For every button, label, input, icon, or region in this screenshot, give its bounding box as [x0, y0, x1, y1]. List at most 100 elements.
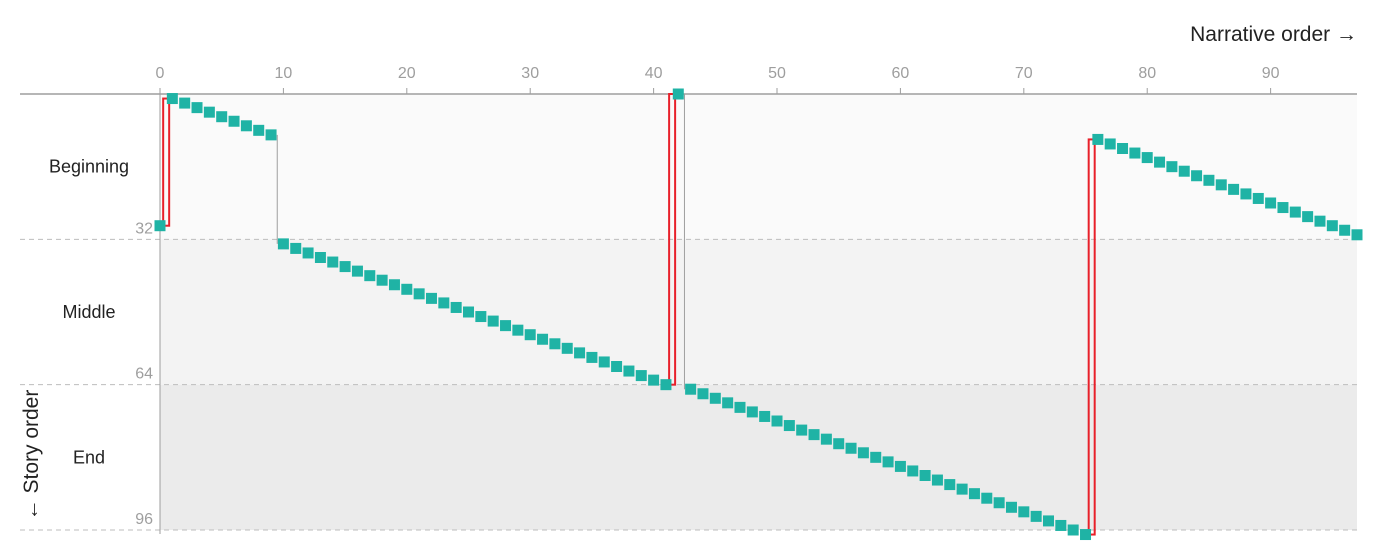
data-point — [771, 415, 783, 427]
data-point — [524, 329, 536, 341]
data-point — [672, 88, 684, 100]
data-point — [154, 220, 166, 232]
data-point — [500, 320, 512, 332]
band-middle — [160, 239, 1357, 385]
data-point — [759, 410, 771, 422]
data-point — [993, 497, 1005, 509]
data-point — [894, 460, 906, 472]
data-point — [1030, 510, 1042, 522]
data-point — [845, 442, 857, 454]
data-point — [1203, 174, 1215, 186]
x-tick-label-30: 30 — [521, 65, 539, 82]
data-point — [240, 120, 252, 132]
data-point — [586, 351, 598, 363]
data-point — [574, 347, 586, 359]
data-point — [944, 479, 956, 491]
band-beginning — [160, 94, 1357, 240]
data-point — [635, 370, 647, 382]
data-point — [1228, 183, 1240, 195]
data-point — [1326, 220, 1338, 232]
data-point — [808, 429, 820, 441]
data-point — [1018, 506, 1030, 518]
x-tick-label-90: 90 — [1262, 65, 1280, 82]
data-point — [1104, 138, 1116, 150]
data-point — [1005, 501, 1017, 513]
data-point — [1289, 206, 1301, 218]
data-point — [179, 97, 191, 109]
band-end — [160, 384, 1357, 530]
data-point — [512, 324, 524, 336]
data-point — [438, 297, 450, 309]
data-point — [1351, 229, 1363, 241]
data-point — [746, 406, 758, 418]
data-point — [1117, 143, 1129, 154]
data-point — [216, 111, 228, 123]
data-point — [734, 401, 746, 413]
data-point — [537, 333, 549, 345]
data-point — [1055, 519, 1067, 531]
data-point — [1191, 170, 1203, 182]
x-tick-label-70: 70 — [1015, 65, 1033, 82]
data-point — [1277, 202, 1289, 214]
y-tick-label-32: 32 — [135, 220, 153, 237]
jump-layer — [162, 93, 1096, 536]
data-point — [314, 252, 326, 263]
y-tick-label-96: 96 — [135, 511, 153, 528]
data-point — [820, 433, 832, 445]
x-tick-label-10: 10 — [275, 65, 293, 82]
data-point — [561, 342, 573, 354]
data-point — [166, 93, 178, 105]
data-point — [388, 279, 400, 291]
x-tick-label-60: 60 — [892, 65, 910, 82]
data-point — [475, 311, 487, 323]
data-point — [228, 115, 240, 127]
data-point — [327, 256, 339, 268]
data-point — [463, 306, 475, 318]
data-point — [796, 424, 808, 436]
data-point — [364, 270, 376, 282]
data-point — [981, 492, 993, 504]
data-point — [1166, 161, 1178, 173]
data-point — [857, 447, 869, 459]
data-point — [549, 338, 561, 350]
data-point — [1154, 156, 1166, 168]
data-point — [265, 129, 277, 141]
band-label-end: End — [73, 447, 105, 467]
data-point — [1265, 197, 1277, 209]
data-point — [203, 106, 215, 118]
data-point — [685, 383, 697, 395]
data-point — [1215, 179, 1227, 191]
data-point — [1339, 224, 1351, 236]
x-tick-label-50: 50 — [768, 65, 786, 82]
x-axis-title: Narrative order → — [1190, 23, 1357, 46]
data-point — [1178, 165, 1190, 177]
data-point — [1302, 211, 1314, 223]
data-point — [1129, 147, 1141, 159]
data-point — [968, 488, 980, 500]
x-tick-label-0: 0 — [156, 65, 165, 82]
data-point — [722, 397, 734, 409]
data-point — [401, 283, 413, 295]
data-point — [598, 356, 610, 368]
connector-layer — [276, 94, 685, 390]
data-point — [882, 456, 894, 468]
band-label-middle: Middle — [62, 302, 115, 322]
data-point — [376, 274, 388, 286]
axis-layer: 0 10 20 30 40 50 60 70 80 90 32 64 96 — [20, 65, 1357, 534]
data-point — [907, 465, 919, 477]
data-point — [1240, 188, 1252, 200]
points-layer — [154, 88, 1363, 541]
jump-marker — [1087, 138, 1096, 536]
data-point — [709, 392, 721, 404]
data-point — [191, 102, 203, 114]
data-point — [623, 365, 635, 377]
data-point — [660, 379, 672, 391]
data-point — [919, 470, 931, 481]
data-point — [1080, 529, 1092, 541]
data-point — [833, 438, 845, 450]
data-point — [1092, 133, 1104, 145]
data-point — [1252, 192, 1264, 204]
data-point — [290, 242, 302, 254]
data-point — [253, 124, 265, 136]
data-point — [648, 374, 660, 386]
